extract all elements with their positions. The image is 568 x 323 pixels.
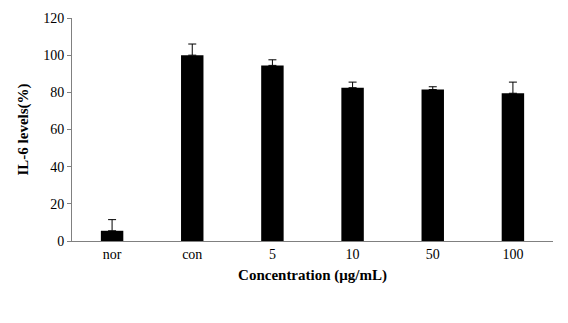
svg-text:IL-6 levels(%): IL-6 levels(%): [15, 83, 32, 175]
svg-text:5: 5: [269, 247, 276, 262]
svg-text:20: 20: [50, 197, 64, 212]
svg-text:10: 10: [346, 247, 360, 262]
svg-text:0: 0: [57, 234, 64, 249]
svg-text:120: 120: [43, 11, 64, 26]
svg-text:60: 60: [50, 122, 64, 137]
svg-text:con: con: [182, 247, 202, 262]
svg-text:100: 100: [502, 247, 523, 262]
svg-text:Concentration (μg/mL): Concentration (μg/mL): [238, 267, 387, 284]
svg-text:40: 40: [50, 160, 64, 175]
svg-text:50: 50: [426, 247, 440, 262]
svg-text:80: 80: [50, 85, 64, 100]
svg-text:100: 100: [43, 48, 64, 63]
svg-text:nor: nor: [103, 247, 122, 262]
